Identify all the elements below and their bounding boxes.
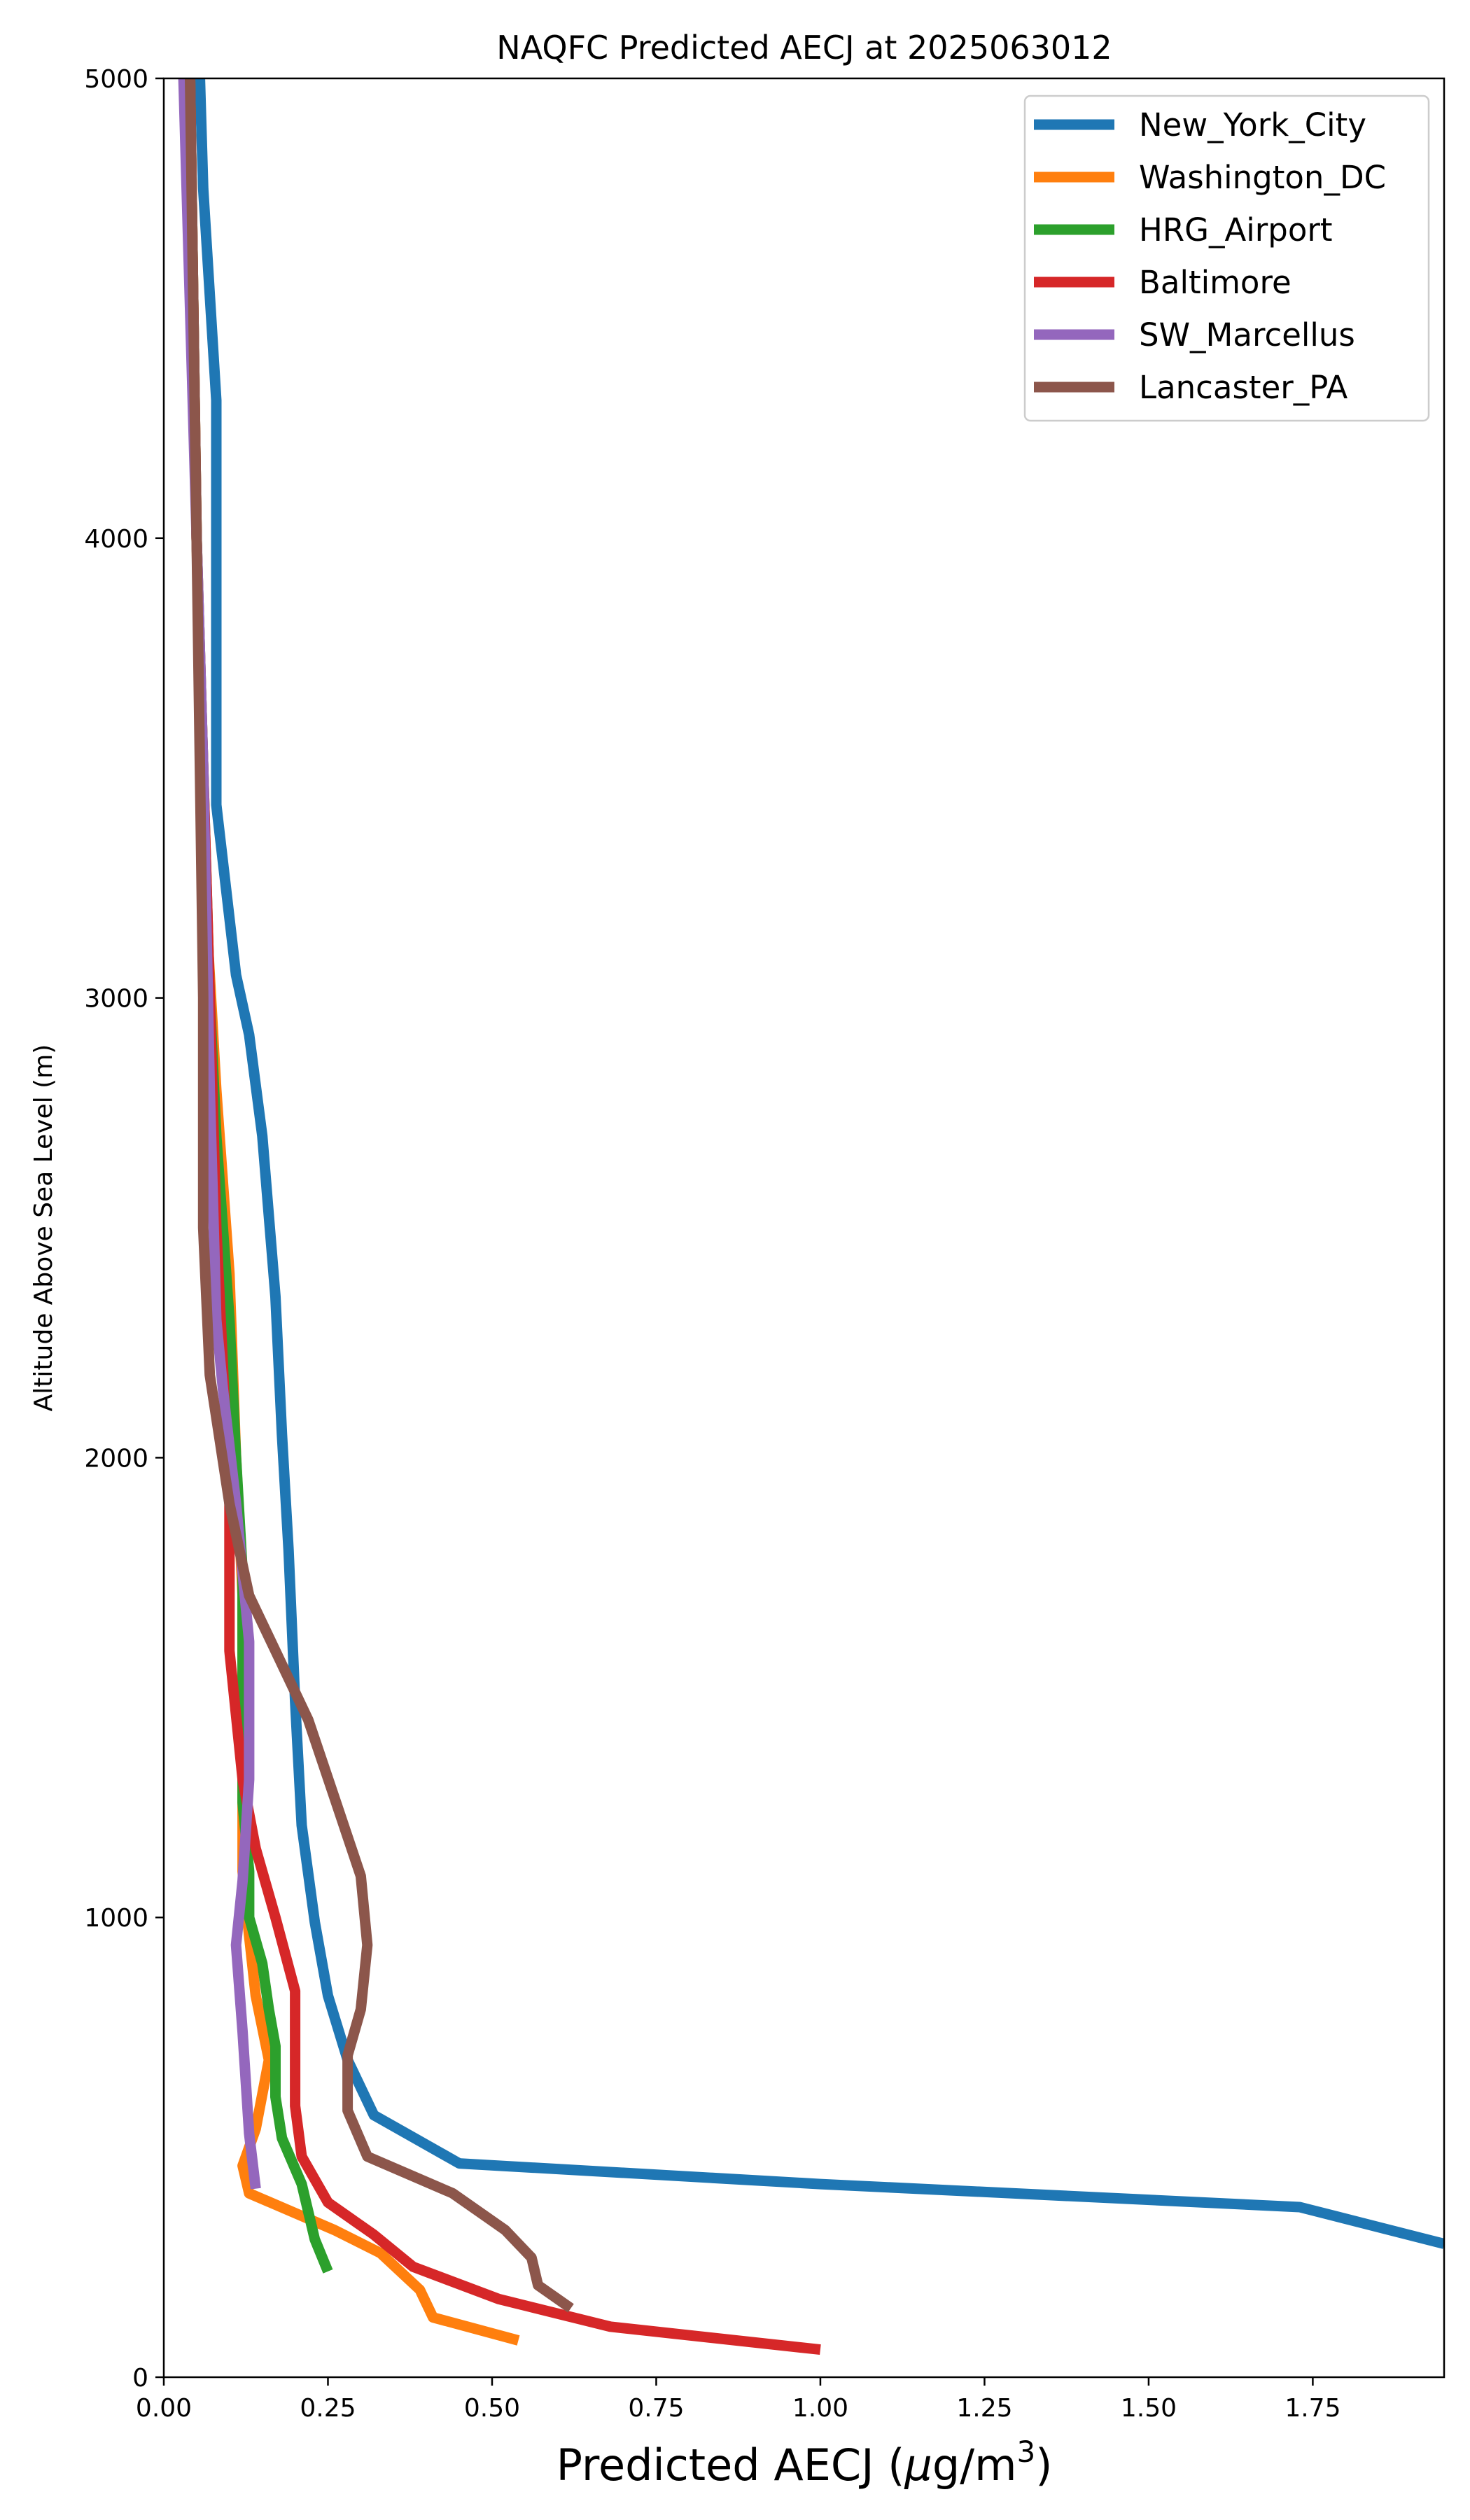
x-tick-label: 1.75 xyxy=(1284,2394,1340,2423)
x-tick-label: 0.50 xyxy=(464,2394,520,2423)
y-tick-label: 1000 xyxy=(84,1904,148,1933)
plot-area xyxy=(178,78,1444,2356)
series-line-baltimore xyxy=(185,78,821,2356)
y-tick-label: 5000 xyxy=(84,65,148,94)
y-tick-label: 2000 xyxy=(84,1444,148,1473)
legend: New_York_City Washington_DC HRG_Airport Bal… xyxy=(1023,94,1430,422)
y-tick-label: 0 xyxy=(132,2364,148,2393)
legend-box xyxy=(1023,94,1430,422)
y-axis: 0 1000 2000 3000 4000 5000 xyxy=(84,65,164,2393)
x-tick-label: 1.00 xyxy=(792,2394,848,2423)
series-line-lancaster-pa xyxy=(185,78,574,2313)
plot-frame xyxy=(162,77,1446,2379)
legend-label-baltimore: Baltimore xyxy=(1139,264,1292,301)
chart-title: NAQFC Predicted AECJ at 2025063012 xyxy=(496,29,1112,66)
x-axis: 0.00 0.25 0.50 0.75 1.00 1.25 1.50 1.75 xyxy=(136,2377,1340,2423)
y-tick-label: 4000 xyxy=(84,525,148,554)
x-tick-label: 0.75 xyxy=(628,2394,684,2423)
legend-label-new-york-city: New_York_City xyxy=(1139,106,1366,144)
legend-label-lancaster-pa: Lancaster_PA xyxy=(1139,369,1348,406)
legend-label-hrg-airport: HRG_Airport xyxy=(1139,211,1333,248)
x-axis-title: Predicted AECJ (μg/m3) xyxy=(556,2435,1053,2491)
x-tick-label: 1.50 xyxy=(1121,2394,1177,2423)
legend-label-washington-dc: Washington_DC xyxy=(1139,159,1386,196)
y-tick-label: 3000 xyxy=(84,985,148,1014)
x-tick-label: 0.25 xyxy=(300,2394,356,2423)
legend-label-sw-marcellus: SW_Marcellus xyxy=(1139,316,1355,354)
series-line-new-york-city xyxy=(195,78,1444,2249)
x-tick-label: 0.00 xyxy=(136,2394,192,2423)
y-axis-title: Altitude Above Sea Level (m) xyxy=(29,1044,58,1412)
x-tick-label: 1.25 xyxy=(956,2394,1012,2423)
